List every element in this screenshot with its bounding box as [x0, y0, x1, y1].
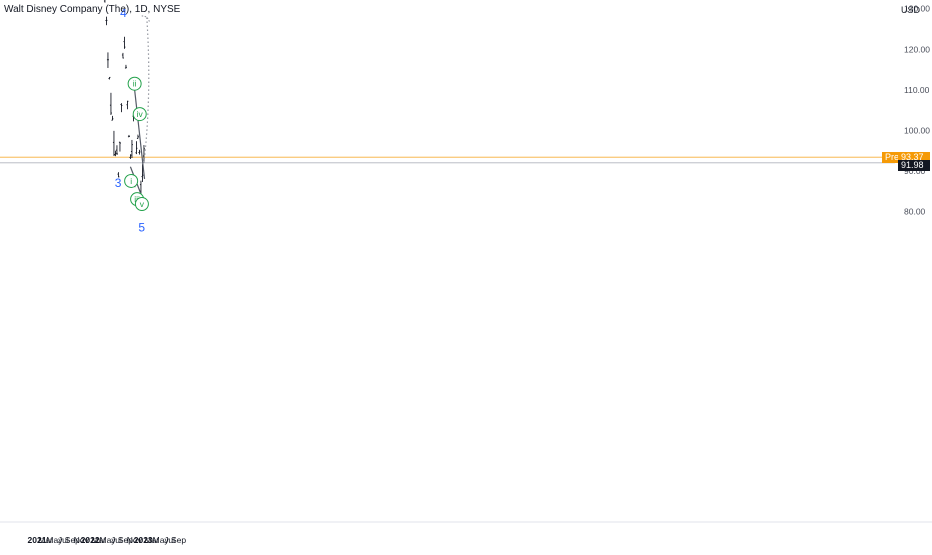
- ohlc-bar: [129, 154, 132, 159]
- ohlc-bar: [105, 16, 108, 26]
- x-tick-label: Sep: [171, 535, 186, 545]
- x-tick-label: Mar: [38, 535, 53, 545]
- x-tick-label: Jul: [58, 535, 69, 545]
- ohlc-bar: [141, 164, 144, 182]
- y-tick-label: 130.00: [904, 4, 930, 14]
- wedge-upper-line: [134, 89, 146, 179]
- y-tick-label: 120.00: [904, 44, 930, 54]
- x-tick-label: 2021: [28, 535, 47, 545]
- ohlc-bar: [142, 145, 145, 163]
- ohlc-bar: [115, 145, 118, 155]
- ohlc-bar: [138, 149, 141, 155]
- projection-arrowhead: [141, 15, 151, 23]
- svg-text:i: i: [130, 176, 132, 186]
- subwave-label-i: i: [124, 173, 139, 188]
- svg-text:ii: ii: [133, 79, 137, 89]
- x-tick-label: Mar: [91, 535, 106, 545]
- ohlc-bar: [126, 100, 129, 110]
- y-tick-label: 80.00: [904, 206, 926, 216]
- ohlc-bar: [117, 172, 120, 178]
- y-tick-label: 100.00: [904, 125, 930, 135]
- wave-label-4: 4: [120, 6, 127, 20]
- x-tick-label: Sep: [65, 535, 80, 545]
- subwave-label-ii: ii: [127, 76, 142, 91]
- ohlc-bar: [118, 141, 121, 152]
- x-tick-label: Sep: [118, 535, 133, 545]
- projection-path: [143, 16, 150, 163]
- ohlc-bar: [135, 141, 138, 155]
- ohlc-bar: [123, 36, 126, 49]
- x-tick-label: Mar: [144, 535, 159, 545]
- x-tick-label: 2023: [134, 535, 153, 545]
- ohlc-bar: [109, 92, 112, 115]
- wave-label-3: 3: [115, 176, 122, 190]
- svg-text:v: v: [140, 199, 145, 209]
- x-tick-label: May: [100, 535, 117, 545]
- subwave-label-v: v: [134, 197, 149, 212]
- y-tick-label: 90.00: [904, 166, 926, 176]
- x-tick-label: Nov: [74, 535, 90, 545]
- pre-market-badge: Pre: [882, 151, 903, 163]
- x-tick-label: May: [46, 535, 63, 545]
- ohlc-bar: [120, 103, 123, 113]
- x-tick-label: May: [153, 535, 170, 545]
- ohlc-bar: [136, 134, 139, 139]
- ohlc-bar: [124, 64, 127, 69]
- chart-title: Walt Disney Company (The), 1D, NYSE: [4, 4, 181, 15]
- x-tick-label: 2022: [81, 535, 100, 545]
- pre-market-label: Pre: [885, 151, 900, 162]
- y-tick-label: 110.00: [904, 85, 930, 95]
- ohlc-bar: [121, 52, 124, 59]
- x-tick-label: Nov: [127, 535, 143, 545]
- last-price-tag: 91.98: [898, 159, 930, 171]
- ohlc-bar: [112, 130, 115, 156]
- ohlc-bar: [130, 139, 133, 159]
- pre-market-price-tag: 93.37: [898, 151, 930, 163]
- ohlc-bar: [106, 52, 109, 68]
- ohlc-bar: [108, 76, 111, 80]
- x-tick-label: Jul: [164, 535, 175, 545]
- ohlc-bar: [111, 115, 114, 121]
- currency-label: USD: [900, 5, 920, 15]
- subwave-label-iv: iv: [132, 107, 147, 122]
- ohlc-bar: [114, 150, 117, 157]
- x-tick-label: Jul: [111, 535, 122, 545]
- ohlc-bar: [127, 134, 130, 138]
- ohlc-bar: [103, 0, 106, 3]
- wave-label-5: 5: [138, 221, 145, 235]
- svg-text:iv: iv: [137, 109, 144, 119]
